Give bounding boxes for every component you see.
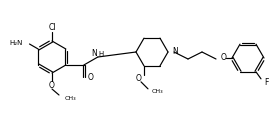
Text: O: O	[88, 73, 94, 82]
Text: F: F	[264, 78, 268, 87]
Text: H: H	[99, 51, 104, 57]
Text: O: O	[49, 80, 55, 90]
Text: CH₃: CH₃	[65, 95, 77, 101]
Text: Cl: Cl	[48, 23, 56, 32]
Text: N: N	[91, 49, 97, 58]
Text: O: O	[221, 53, 227, 62]
Text: N: N	[172, 48, 178, 57]
Text: H₂N: H₂N	[9, 40, 23, 46]
Text: CH₃: CH₃	[152, 89, 164, 94]
Text: O: O	[136, 74, 142, 83]
